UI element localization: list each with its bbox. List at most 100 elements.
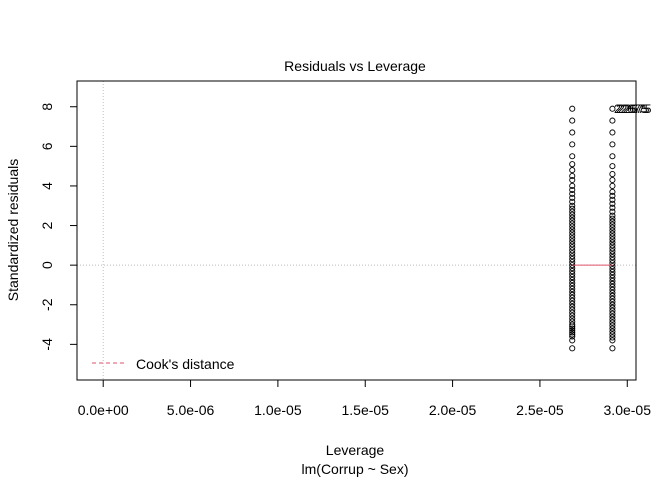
data-point <box>569 198 576 205</box>
data-point <box>569 291 576 298</box>
data-point <box>609 334 616 341</box>
data-point <box>609 337 616 344</box>
data-point <box>609 266 616 273</box>
data-point <box>609 251 616 258</box>
data-point <box>609 233 616 240</box>
x-tick-label: 1.5e-05 <box>341 402 389 418</box>
data-point <box>609 257 616 264</box>
data-point <box>569 229 576 236</box>
data-point <box>609 328 616 335</box>
legend-cook-label: Cook's distance <box>136 356 235 372</box>
data-point <box>569 279 576 287</box>
data-point <box>609 163 616 170</box>
plot-frame <box>76 80 637 381</box>
data-point <box>569 217 576 224</box>
data-point <box>609 236 616 243</box>
data-point <box>609 192 616 199</box>
y-axis: -4 -2 0 2 4 6 8 <box>39 103 78 351</box>
data-point <box>569 268 576 275</box>
data-point <box>569 297 576 304</box>
legend: Cook's distance <box>92 356 235 372</box>
data-point <box>609 286 616 293</box>
data-point <box>569 256 576 263</box>
outlier-label: 22675 <box>618 102 652 116</box>
data-point <box>609 200 616 207</box>
x-tick-label: 1.0e-05 <box>254 402 302 418</box>
data-point <box>609 196 616 203</box>
data-point <box>609 263 616 270</box>
y-tick-label: 6 <box>39 142 55 150</box>
data-point <box>569 333 576 340</box>
data-point <box>569 309 576 316</box>
data-point <box>569 244 576 251</box>
y-tick-label: 2 <box>39 221 55 229</box>
data-point <box>609 221 616 228</box>
data-point <box>569 345 576 352</box>
data-point <box>569 214 576 221</box>
data-point <box>609 298 616 305</box>
data-point <box>609 105 616 112</box>
data-point <box>609 319 616 326</box>
data-point <box>609 310 616 317</box>
data-point <box>569 315 576 322</box>
data-point <box>569 182 576 189</box>
data-point <box>609 289 616 296</box>
x-tick-label: 3.0e-05 <box>604 402 652 418</box>
data-point <box>569 167 576 174</box>
data-point <box>569 161 576 168</box>
data-point <box>569 117 576 124</box>
data-point <box>569 247 576 254</box>
data-point <box>609 208 616 215</box>
y-tick-label: -4 <box>39 338 55 351</box>
outlier-labels: 22675 22675 22675 <box>614 102 652 116</box>
outlier-label: 22675 <box>614 102 648 116</box>
x-tick-label: 0.0e+00 <box>78 402 129 418</box>
data-point <box>569 303 576 310</box>
x-tick-label: 2.5e-05 <box>516 402 564 418</box>
data-point <box>609 292 616 299</box>
data-point <box>609 295 616 302</box>
data-point <box>569 312 576 319</box>
data-point <box>569 205 576 212</box>
y-axis-label: Standardized residuals <box>5 159 21 301</box>
data-point <box>609 260 616 267</box>
data-point <box>569 282 576 289</box>
data-point <box>609 254 616 261</box>
data-point <box>569 220 576 227</box>
data-point <box>569 327 576 334</box>
model-formula-label: lm(Corrup ~ Sex) <box>302 461 409 477</box>
x-tick-label: 2.0e-05 <box>429 402 477 418</box>
outlier-label: 22675 <box>616 102 650 116</box>
data-point <box>609 345 616 352</box>
data-point <box>569 300 576 307</box>
data-point <box>609 188 616 195</box>
y-tick-label: 8 <box>39 103 55 111</box>
data-point <box>609 331 616 338</box>
data-point <box>609 272 616 279</box>
data-point <box>609 245 616 252</box>
data-point <box>609 153 616 160</box>
data-point <box>609 141 616 148</box>
data-point <box>609 280 616 288</box>
data-point <box>569 186 576 193</box>
data-point <box>609 283 616 290</box>
data-points <box>569 105 616 352</box>
data-point <box>569 337 576 344</box>
data-point <box>569 288 576 295</box>
data-point <box>569 223 576 230</box>
data-point <box>609 129 616 136</box>
data-point <box>569 276 576 284</box>
data-point <box>609 117 616 124</box>
data-point <box>609 304 616 311</box>
y-tick-label: 4 <box>39 182 55 190</box>
data-point <box>609 204 616 211</box>
data-point <box>569 241 576 248</box>
data-point <box>609 307 616 314</box>
data-point <box>609 269 616 276</box>
data-point <box>609 316 616 323</box>
data-point <box>609 277 616 285</box>
data-point <box>569 202 576 209</box>
data-point <box>569 323 576 330</box>
data-point <box>569 172 576 180</box>
